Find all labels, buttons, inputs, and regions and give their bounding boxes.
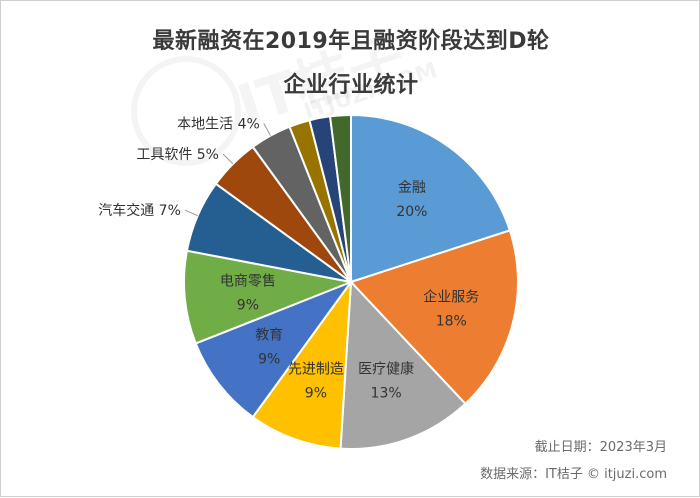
pie-slice-slice-1 (350, 113, 512, 284)
slice-value-slice-1: 20% (396, 204, 427, 220)
chart-title: 最新融资在2019年且融资阶段达到D轮 (152, 29, 550, 54)
footer-date: 截止日期：2023年3月 (534, 440, 667, 455)
slice-label-slice-1: 金融 (398, 180, 426, 196)
pie-slice-slice-6 (183, 249, 355, 345)
slice-value-slice-5: 9% (258, 352, 280, 368)
slice-label-slice-4: 先进制造 (288, 361, 344, 377)
leader-line-slice-7 (184, 209, 198, 217)
leader-line-slice-9 (263, 123, 271, 136)
pie-slice-slice-12 (328, 113, 352, 283)
pie-slice-slice-3 (339, 279, 467, 450)
slice-label-slice-2: 企业服务 (423, 289, 479, 306)
pie-slice-slice-2 (349, 229, 520, 406)
slice-value-slice-3: 13% (371, 385, 402, 401)
slice-label-slice-3: 医疗健康 (358, 360, 414, 377)
slice-value-slice-6: 9% (237, 298, 259, 314)
watermark-logo-icon (131, 56, 241, 166)
chart-subtitle: 企业行业统计 (283, 73, 419, 98)
slice-value-slice-2: 18% (436, 314, 467, 330)
slice-label-slice-5: 教育 (255, 328, 283, 344)
footer-source: 数据来源：IT桔子 © itjuzi.com (480, 467, 667, 482)
slice-value-slice-4: 9% (305, 385, 327, 401)
slice-label-slice-7: 汽车交通 7% (98, 202, 181, 219)
slice-label-slice-8: 工具软件 5% (136, 147, 219, 163)
pie-slice-slice-4 (251, 278, 353, 450)
leader-line-slice-8 (222, 153, 234, 165)
slice-label-slice-6: 电商零售 (220, 274, 276, 290)
slice-label-slice-9: 本地生活 4% (177, 116, 260, 132)
pie-slice-slice-5 (194, 279, 354, 419)
